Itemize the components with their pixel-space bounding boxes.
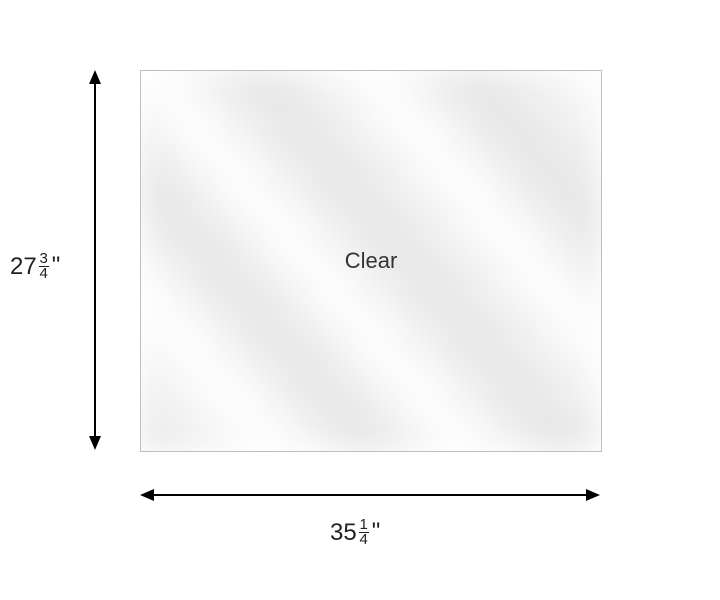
panel-label: Clear: [345, 248, 398, 274]
dim-fraction: 14: [359, 518, 369, 548]
width-dimension-label: 3514": [330, 518, 380, 548]
fraction-denominator: 4: [40, 267, 48, 281]
dim-integer: 27: [10, 253, 37, 281]
width-dimension-arrow: [0, 0, 720, 40]
height-dimension-arrow: [0, 0, 40, 600]
height-dimension-label: 2734": [10, 252, 60, 282]
dim-unit: ": [372, 518, 381, 546]
fraction-denominator: 4: [360, 533, 368, 547]
dim-unit: ": [52, 252, 61, 280]
diagram-container: Clear 2734" 3514": [0, 0, 720, 600]
fraction-numerator: 3: [40, 252, 48, 266]
fraction-numerator: 1: [360, 518, 368, 532]
clear-panel: Clear: [140, 70, 602, 452]
dim-fraction: 34: [39, 252, 49, 282]
dim-integer: 35: [330, 519, 357, 547]
